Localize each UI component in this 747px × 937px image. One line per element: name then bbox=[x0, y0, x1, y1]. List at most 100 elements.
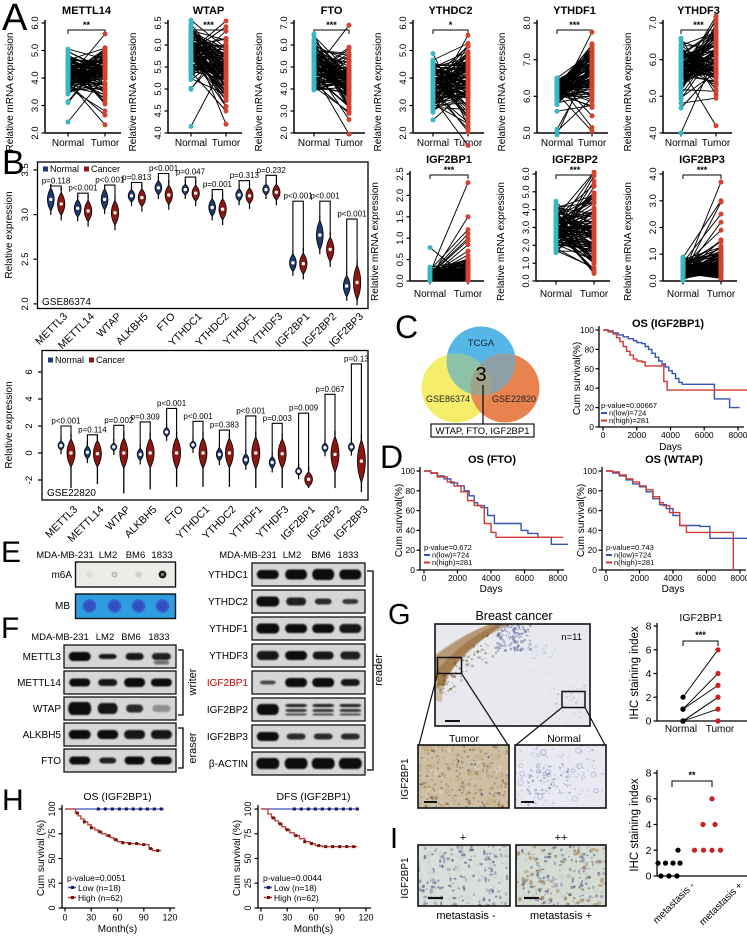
svg-text:p-value=0.0051: p-value=0.0051 bbox=[67, 873, 126, 883]
svg-text:40: 40 bbox=[588, 525, 598, 535]
svg-text:G: G bbox=[388, 599, 411, 631]
svg-text:8: 8 bbox=[646, 621, 652, 633]
svg-text:0: 0 bbox=[589, 422, 594, 432]
svg-text:60: 60 bbox=[112, 913, 122, 923]
svg-text:5.0: 5.0 bbox=[153, 82, 164, 95]
svg-text:***: *** bbox=[569, 20, 580, 30]
svg-text:Relative mRNA expression: Relative mRNA expression bbox=[623, 33, 634, 152]
svg-text:B: B bbox=[2, 144, 25, 182]
svg-text:100: 100 bbox=[47, 801, 57, 816]
svg-text:LM2: LM2 bbox=[283, 550, 301, 561]
svg-text:Days: Days bbox=[480, 584, 503, 595]
svg-text:0: 0 bbox=[646, 871, 652, 883]
svg-text:3.0: 3.0 bbox=[279, 104, 290, 117]
svg-text:Normal: Normal bbox=[541, 138, 573, 149]
svg-text:Days: Days bbox=[659, 442, 682, 453]
svg-text:4.0: 4.0 bbox=[30, 71, 41, 84]
svg-text:2.5: 2.5 bbox=[20, 253, 31, 266]
svg-text:100: 100 bbox=[243, 801, 253, 816]
svg-text:90: 90 bbox=[335, 913, 345, 923]
svg-text:20: 20 bbox=[406, 545, 416, 555]
svg-text:2000: 2000 bbox=[448, 573, 467, 583]
svg-text:Relative mRNA expression: Relative mRNA expression bbox=[373, 33, 384, 152]
svg-text:IHC staining index: IHC staining index bbox=[629, 626, 641, 720]
svg-text:5.0: 5.0 bbox=[30, 44, 41, 57]
svg-text:1833: 1833 bbox=[148, 632, 169, 643]
svg-text:+: + bbox=[460, 832, 466, 844]
svg-text:2.0: 2.0 bbox=[279, 126, 290, 139]
svg-text:5.0: 5.0 bbox=[648, 90, 659, 103]
svg-text:FTO: FTO bbox=[321, 5, 343, 17]
svg-text:5.5: 5.5 bbox=[153, 60, 164, 73]
svg-text:Low (n=18): Low (n=18) bbox=[78, 883, 121, 893]
svg-text:Relative mRNA expression: Relative mRNA expression bbox=[497, 33, 508, 152]
svg-text:metastasis -: metastasis - bbox=[436, 910, 496, 922]
svg-text:75: 75 bbox=[243, 829, 253, 839]
svg-text:IGF2BP2: IGF2BP2 bbox=[552, 154, 598, 166]
svg-text:β-ACTIN: β-ACTIN bbox=[209, 759, 248, 770]
svg-text:3: 3 bbox=[475, 364, 486, 386]
svg-text:-2: -2 bbox=[24, 476, 35, 484]
svg-text:6000: 6000 bbox=[515, 573, 534, 583]
svg-text:6000: 6000 bbox=[697, 573, 716, 583]
svg-text:60: 60 bbox=[406, 506, 416, 516]
svg-text:5.0: 5.0 bbox=[521, 185, 532, 198]
svg-text:2000: 2000 bbox=[630, 573, 649, 583]
svg-text:Relative expression: Relative expression bbox=[4, 191, 15, 278]
svg-text:IGF2BP3: IGF2BP3 bbox=[207, 732, 249, 743]
svg-text:Relative mRNA expression: Relative mRNA expression bbox=[370, 182, 381, 301]
svg-text:OS (IGF2BP1): OS (IGF2BP1) bbox=[632, 318, 704, 330]
svg-text:p-value=0.0044: p-value=0.0044 bbox=[263, 873, 322, 883]
svg-text:5.0: 5.0 bbox=[522, 126, 533, 139]
svg-text:E: E bbox=[1, 536, 21, 569]
svg-text:p<0.001: p<0.001 bbox=[68, 184, 98, 193]
svg-text:Normal: Normal bbox=[540, 289, 572, 300]
svg-text:8000: 8000 bbox=[549, 573, 568, 583]
svg-text:30: 30 bbox=[86, 913, 96, 923]
svg-text:p<0.001: p<0.001 bbox=[149, 164, 179, 173]
svg-text:2: 2 bbox=[24, 423, 35, 428]
svg-text:YTHDF3: YTHDF3 bbox=[677, 5, 720, 17]
svg-text:Days: Days bbox=[662, 584, 685, 595]
svg-text:***: *** bbox=[697, 165, 708, 175]
svg-text:n(high)=281: n(high)=281 bbox=[609, 416, 649, 425]
svg-text:5.0: 5.0 bbox=[279, 60, 290, 73]
svg-text:IGF2BP1: IGF2BP1 bbox=[679, 612, 722, 624]
svg-text:F: F bbox=[1, 612, 19, 645]
svg-text:4000: 4000 bbox=[664, 573, 683, 583]
svg-text:Relative expression: Relative expression bbox=[4, 381, 15, 468]
svg-text:5.0: 5.0 bbox=[398, 44, 409, 57]
svg-text:Relative mRNA expression: Relative mRNA expression bbox=[496, 182, 507, 301]
svg-text:OS (FTO): OS (FTO) bbox=[468, 454, 516, 466]
svg-text:p=0.047: p=0.047 bbox=[176, 168, 206, 177]
svg-text:p<0.001: p<0.001 bbox=[310, 192, 340, 201]
svg-text:120: 120 bbox=[358, 913, 373, 923]
svg-text:A: A bbox=[2, 0, 28, 39]
svg-text:Cum survival (%): Cum survival (%) bbox=[36, 820, 47, 896]
svg-text:***: *** bbox=[203, 20, 214, 30]
svg-text:n(high)=281: n(high)=281 bbox=[614, 558, 654, 567]
svg-text:p=0.067: p=0.067 bbox=[315, 385, 345, 394]
svg-text:80: 80 bbox=[585, 344, 595, 354]
svg-text:YTHDC1: YTHDC1 bbox=[208, 570, 248, 581]
svg-text:40: 40 bbox=[406, 525, 416, 535]
svg-text:1833: 1833 bbox=[151, 550, 172, 561]
svg-text:YTHDC2: YTHDC2 bbox=[428, 5, 472, 17]
svg-text:75: 75 bbox=[47, 829, 57, 839]
svg-text:4.0: 4.0 bbox=[648, 126, 659, 139]
svg-text:writer: writer bbox=[187, 668, 199, 696]
svg-text:0: 0 bbox=[24, 450, 35, 455]
svg-text:p<0.001: p<0.001 bbox=[51, 417, 81, 426]
svg-text:BM6: BM6 bbox=[126, 550, 146, 561]
svg-text:Normal: Normal bbox=[55, 355, 84, 365]
svg-text:8000: 8000 bbox=[729, 430, 747, 440]
svg-text:7.0: 7.0 bbox=[648, 16, 659, 29]
svg-text:GSE22820: GSE22820 bbox=[492, 394, 536, 404]
svg-text:High (n=62): High (n=62) bbox=[78, 893, 123, 903]
svg-text:Normal: Normal bbox=[50, 164, 79, 174]
svg-text:p-value=0.672: p-value=0.672 bbox=[424, 543, 472, 552]
svg-text:40: 40 bbox=[585, 383, 595, 393]
svg-text:100: 100 bbox=[401, 466, 415, 476]
svg-text:MB: MB bbox=[55, 601, 70, 612]
svg-text:2000: 2000 bbox=[627, 430, 646, 440]
